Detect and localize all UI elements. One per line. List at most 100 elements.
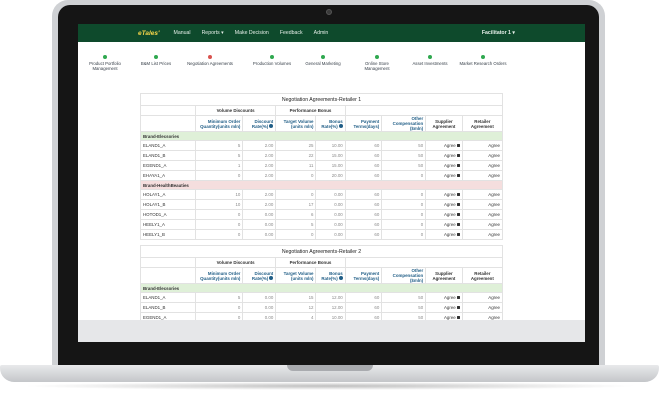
value-cell[interactable]: 60 — [344, 140, 383, 151]
value-cell[interactable]: 60 — [344, 199, 383, 210]
info-icon[interactable] — [269, 276, 274, 281]
bonus-rate-header: Bonus Rate(%) — [315, 267, 346, 284]
value-cell[interactable]: 22 — [275, 150, 317, 161]
retailer-agreement-cell[interactable]: Agree — [461, 209, 504, 220]
value-cell[interactable]: 50 — [381, 302, 427, 313]
retailer-agreement-cell[interactable]: Agree — [461, 140, 504, 151]
value-cell[interactable]: 0 — [275, 170, 317, 181]
value-cell[interactable]: 10.00 — [315, 140, 346, 151]
retailer-agreement-cell[interactable]: Agree — [461, 292, 504, 303]
nav-item-make-decision[interactable]: Make Decision — [234, 30, 269, 36]
nav-item-admin[interactable]: Admin — [313, 30, 329, 36]
value-cell[interactable]: 6 — [275, 209, 317, 220]
value-cell[interactable]: 0 — [381, 219, 427, 230]
value-cell[interactable]: 2.00 — [242, 160, 277, 171]
step-item[interactable]: Negotiation Agreements — [186, 55, 234, 66]
info-icon[interactable] — [269, 124, 274, 129]
value-cell[interactable]: 2.00 — [242, 199, 277, 210]
value-cell[interactable]: 0.00 — [242, 292, 277, 303]
retailer-agreement-cell[interactable]: Agree — [461, 219, 504, 230]
value-cell[interactable]: 0 — [194, 219, 244, 230]
value-cell[interactable]: 11 — [275, 160, 317, 171]
value-cell[interactable]: 25 — [275, 140, 317, 151]
retailer-agreement-cell[interactable]: Agree — [461, 150, 504, 161]
step-item[interactable]: Production Volumes — [248, 55, 296, 66]
value-cell[interactable]: 60 — [344, 302, 383, 313]
step-item[interactable]: B&M List Prices — [132, 55, 180, 66]
step-item[interactable]: Online Store Management — [353, 55, 401, 71]
value-cell[interactable]: 0 — [275, 229, 317, 240]
step-label: Online Store Management — [364, 61, 390, 71]
value-cell[interactable]: 0.00 — [242, 229, 277, 240]
value-cell[interactable]: 50 — [381, 160, 427, 171]
retailer-agreement-cell[interactable]: Agree — [461, 160, 504, 171]
value-cell[interactable]: 50 — [381, 150, 427, 161]
value-cell[interactable]: 15.00 — [315, 160, 346, 171]
retailer-agreement-cell[interactable]: Agree — [461, 199, 504, 210]
value-cell[interactable]: 60 — [344, 170, 383, 181]
value-cell[interactable]: 0 — [381, 170, 427, 181]
step-item[interactable]: Asset Investments — [406, 55, 454, 66]
info-icon[interactable] — [338, 276, 343, 281]
value-cell[interactable]: 2.00 — [242, 140, 277, 151]
retailer-agreement-cell[interactable]: Agree — [461, 302, 504, 313]
value-cell[interactable]: 17 — [275, 199, 317, 210]
value-cell[interactable]: 0.00 — [315, 199, 346, 210]
lock-icon — [456, 222, 460, 226]
value-cell[interactable]: 0.00 — [242, 302, 277, 313]
step-item[interactable]: Market Research Orders — [459, 55, 507, 66]
value-cell[interactable]: 50 — [381, 292, 427, 303]
value-cell[interactable]: 60 — [344, 209, 383, 220]
value-cell[interactable]: 5 — [194, 150, 244, 161]
value-cell[interactable]: 0.00 — [315, 209, 346, 220]
value-cell[interactable]: 60 — [344, 189, 383, 200]
value-cell[interactable]: 50 — [381, 140, 427, 151]
value-cell[interactable]: 0 — [275, 189, 317, 200]
value-cell[interactable]: 0.00 — [242, 209, 277, 220]
value-cell[interactable]: 0.00 — [315, 189, 346, 200]
value-cell[interactable]: 0 — [381, 189, 427, 200]
value-cell[interactable]: 0 — [381, 209, 427, 220]
value-cell[interactable]: 12.00 — [315, 292, 346, 303]
value-cell[interactable]: 0.00 — [315, 229, 346, 240]
value-cell[interactable]: 2.00 — [242, 170, 277, 181]
value-cell[interactable]: 0.00 — [315, 219, 346, 230]
user-menu[interactable]: Facilitator 1 ▾ — [481, 30, 515, 36]
value-cell[interactable]: 10 — [194, 189, 244, 200]
value-cell[interactable]: 5 — [194, 140, 244, 151]
value-cell[interactable]: 60 — [344, 160, 383, 171]
value-cell[interactable]: 10 — [194, 199, 244, 210]
value-cell[interactable]: 0 — [381, 199, 427, 210]
value-cell[interactable]: 0.00 — [242, 219, 277, 230]
value-cell[interactable]: 0 — [194, 229, 244, 240]
value-cell[interactable]: 12.00 — [315, 302, 346, 313]
value-cell[interactable]: 60 — [344, 219, 383, 230]
retailer-agreement-cell[interactable]: Agree — [461, 229, 504, 240]
retailer-agreement-cell[interactable]: Agree — [461, 189, 504, 200]
step-item[interactable]: General Marketing — [299, 55, 347, 66]
value-cell[interactable]: 20.00 — [315, 170, 346, 181]
nav-item-feedback[interactable]: Feedback — [279, 30, 303, 36]
value-cell[interactable]: 60 — [344, 292, 383, 303]
value-cell[interactable]: 12 — [275, 302, 317, 313]
min-order-header: Minimum Order Quantity(units mln) — [194, 267, 244, 284]
value-cell[interactable]: 0 — [194, 170, 244, 181]
retailer-agreement-cell[interactable]: Agree — [461, 170, 504, 181]
value-cell[interactable]: 60 — [344, 150, 383, 161]
value-cell[interactable]: 0 — [194, 209, 244, 220]
value-cell[interactable]: 15.00 — [315, 150, 346, 161]
value-cell[interactable]: 5 — [194, 292, 244, 303]
nav-item-reports[interactable]: Reports ▾ — [201, 30, 224, 36]
value-cell[interactable]: 15 — [275, 292, 317, 303]
value-cell[interactable]: 5 — [275, 219, 317, 230]
value-cell[interactable]: 0 — [194, 302, 244, 313]
value-cell[interactable]: 1 — [194, 160, 244, 171]
value-cell[interactable]: 0 — [381, 229, 427, 240]
step-item[interactable]: Product Portfolio Management — [81, 55, 129, 71]
value-cell[interactable]: 2.00 — [242, 150, 277, 161]
value-cell[interactable]: 2.00 — [242, 189, 277, 200]
value-cell[interactable]: 60 — [344, 229, 383, 240]
nav-item-manual[interactable]: Manual — [173, 30, 191, 36]
info-icon[interactable] — [338, 124, 343, 129]
brand-logo[interactable]: eTales' — [138, 29, 160, 37]
